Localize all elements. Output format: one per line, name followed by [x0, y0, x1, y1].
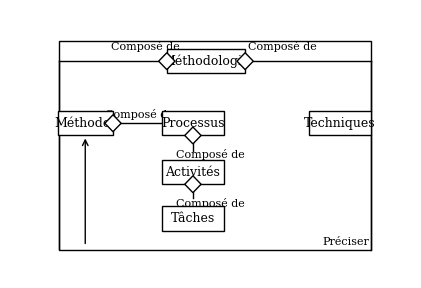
Text: Composé de: Composé de — [176, 198, 245, 209]
Text: Composé de: Composé de — [248, 41, 317, 52]
FancyBboxPatch shape — [162, 160, 224, 184]
FancyBboxPatch shape — [167, 49, 245, 73]
Polygon shape — [185, 127, 201, 144]
Text: Méthodes: Méthodes — [54, 117, 117, 130]
Text: Composé de: Composé de — [176, 149, 245, 160]
Text: Tâches: Tâches — [171, 212, 215, 225]
Polygon shape — [185, 176, 201, 193]
FancyBboxPatch shape — [162, 206, 224, 231]
Text: Activités: Activités — [165, 166, 220, 179]
FancyBboxPatch shape — [162, 111, 224, 135]
FancyBboxPatch shape — [58, 111, 113, 135]
Text: Processus: Processus — [161, 117, 225, 130]
Polygon shape — [237, 53, 253, 70]
Text: Méthodologie: Méthodologie — [162, 54, 250, 68]
Text: Préciser: Préciser — [322, 237, 369, 247]
FancyBboxPatch shape — [309, 111, 371, 135]
Text: Techniques: Techniques — [304, 117, 376, 130]
Text: Composé de: Composé de — [111, 41, 180, 52]
Polygon shape — [159, 53, 175, 70]
Text: Composé de: Composé de — [105, 109, 173, 120]
Polygon shape — [105, 115, 121, 132]
